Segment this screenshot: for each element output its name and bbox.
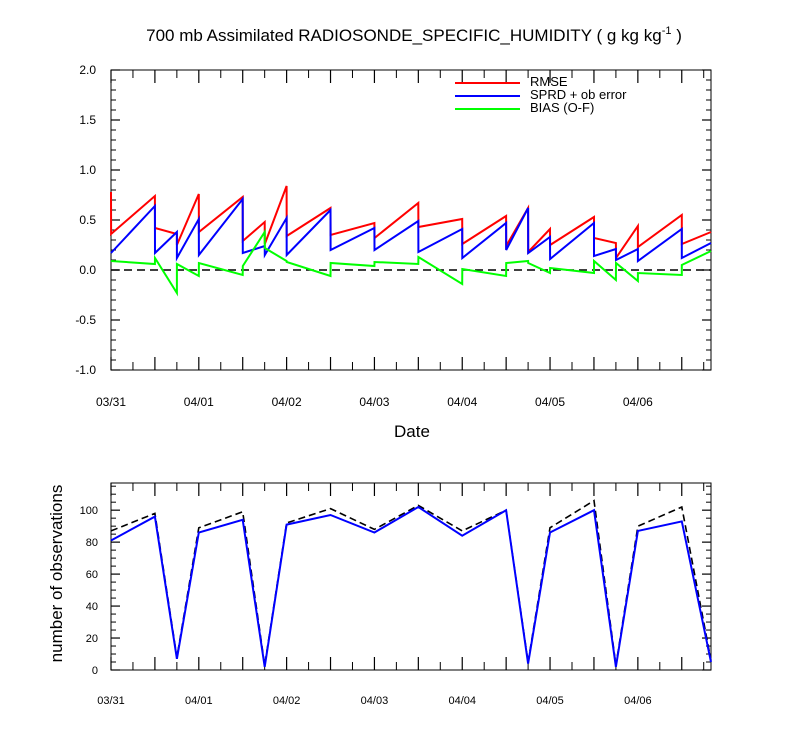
x-tick-label: 03/31 [96,395,126,409]
x-tick-label: 04/06 [623,395,653,409]
y-tick-label: -1.0 [75,363,96,377]
top-plot-panel: -1.0 -0.5 0.0 0.5 1.0 1.5 2.0 03/31 04/01 04/02 04… [75,63,712,441]
y-tick-label: 0.5 [79,213,96,227]
x-tick-label: 04/01 [184,395,214,409]
plot-frame [110,69,712,371]
x-axis: 03/31 04/01 04/02 04/03 04/04 04/05 04/06 [96,70,705,409]
y-tick-label: 0.0 [79,263,96,277]
y-tick-label: 40 [86,601,98,613]
x-tick-label: 04/01 [185,695,213,707]
x-tick-label: 04/03 [359,395,389,409]
x-tick-label: 04/06 [624,695,652,707]
bottom-plot-panel: 0 20 40 60 80 100 03/31 04/01 04/02 04/03 04/04 04/… [47,482,712,707]
y-tick-label: 0 [92,665,98,677]
x-axis: 03/31 04/01 04/02 04/03 04/04 04/05 04/06 [97,483,705,707]
chart-title: 700 mb Assimilated RADIOSONDE_SPECIFIC_H… [146,25,682,45]
series-line-rmse [110,185,712,262]
x-tick-label: 04/05 [536,695,564,707]
plot-frame [110,482,712,671]
series-line-observations-assimilated [110,505,712,667]
y-axis: -1.0 -0.5 0.0 0.5 1.0 1.5 2.0 [75,63,711,377]
y-tick-label: 1.5 [79,113,96,127]
x-axis-title: Date [394,422,430,441]
y-tick-label: 1.0 [79,163,96,177]
series-line-sprd-ob-error [110,196,712,263]
legend-label: RMSE [530,74,568,89]
x-tick-label: 04/04 [447,395,477,409]
y-tick-label: 100 [80,505,98,517]
y-tick-label: 2.0 [79,63,96,77]
y-tick-label: 80 [86,537,98,549]
legend-label: BIAS (O-F) [530,100,594,115]
y-axis-title: number of observations [47,485,66,663]
series-line-bias-o-f [110,228,712,297]
y-tick-label: 20 [86,633,98,645]
y-tick-label: -0.5 [75,313,96,327]
x-tick-label: 04/04 [448,695,476,707]
x-tick-label: 04/03 [361,695,389,707]
legend-label: SPRD + ob error [530,87,627,102]
x-tick-label: 04/02 [273,695,301,707]
x-tick-label: 04/02 [272,395,302,409]
x-tick-label: 04/05 [535,395,565,409]
y-tick-label: 60 [86,569,98,581]
x-tick-label: 03/31 [97,695,125,707]
